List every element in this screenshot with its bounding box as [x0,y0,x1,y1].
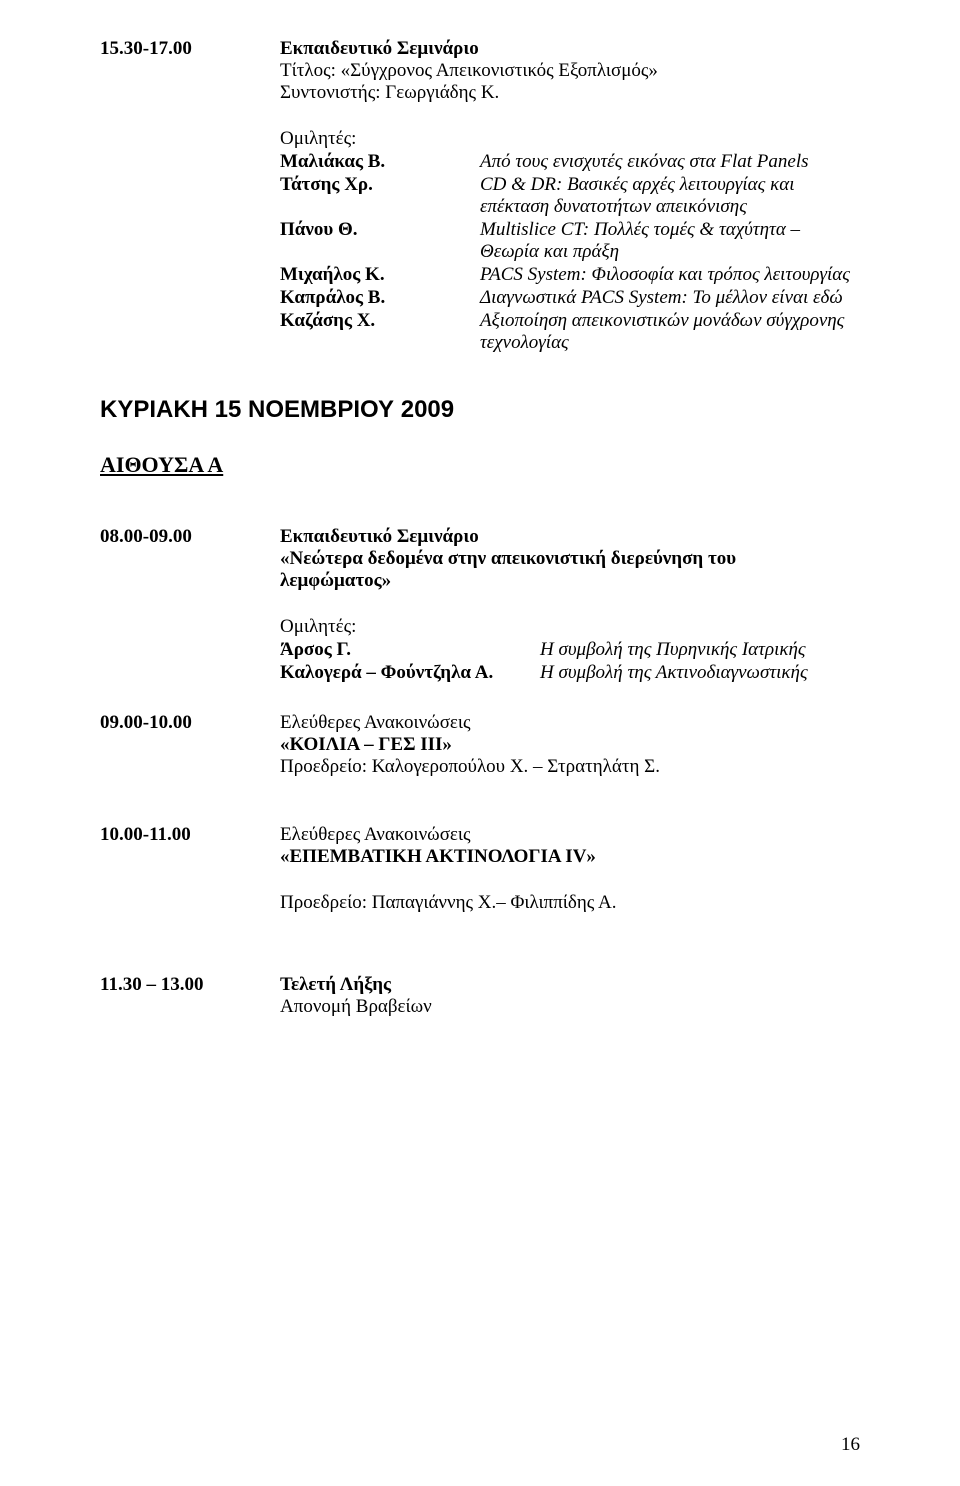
speaker-topic: Από τους ενισχυτές εικόνας στα Flat Pane… [480,151,860,173]
session-subtitle: Απονομή Βραβείων [280,996,860,1018]
speaker-row: Καπράλος Β. Διαγνωστικά PACS System: Το … [280,287,860,309]
speaker-topic: Διαγνωστικά PACS System: Το μέλλον είναι… [480,287,860,309]
session-block: 11.30 – 13.00 Τελετή Λήξης Απονομή Βραβε… [100,974,860,1018]
speakers-label: Ομιλητές: [280,616,860,638]
session-block: 09.00-10.00 Ελεύθερες Ανακοινώσεις «ΚΟΙΛ… [100,712,860,778]
session-type: Εκπαιδευτικό Σεμινάριο [280,38,860,60]
session-content: Ελεύθερες Ανακοινώσεις «ΚΟΙΛΙΑ – ΓΕΣ ΙΙΙ… [280,712,860,778]
speaker-name: Μιχαήλος Κ. [280,264,480,286]
session-title: «ΕΠΕΜΒΑΤΙΚΗ ΑΚΤΙΝΟΛΟΓΙΑ IV» [280,846,860,868]
session-type: Ελεύθερες Ανακοινώσεις [280,824,860,846]
session-time: 11.30 – 13.00 [100,974,280,996]
speaker-name: Πάνου Θ. [280,219,480,241]
session-time: 10.00-11.00 [100,824,280,846]
speaker-row: Πάνου Θ. Multislice CT: Πολλές τομές & τ… [280,219,860,263]
speaker-name: Καζάσης Χ. [280,310,480,332]
speaker-row: Τάτσης Χρ. CD & DR: Βασικές αρχές λειτου… [280,174,860,218]
session-content: Τελετή Λήξης Απονομή Βραβείων [280,974,860,1018]
session-block: 10.00-11.00 Ελεύθερες Ανακοινώσεις «ΕΠΕΜ… [100,824,860,914]
session-block: 15.30-17.00 Εκπαιδευτικό Σεμινάριο Τίτλο… [100,38,860,354]
speaker-row: Μιχαήλος Κ. PACS System: Φιλοσοφία και τ… [280,264,860,286]
speaker-row: Καζάσης Χ. Αξιοποίηση απεικονιστικών μον… [280,310,860,354]
session-block: 08.00-09.00 Εκπαιδευτικό Σεμινάριο «Νεώτ… [100,526,860,684]
session-header-row: 11.30 – 13.00 Τελετή Λήξης Απονομή Βραβε… [100,974,860,1018]
speakers-block: Ομιλητές: Άρσος Γ. Η συμβολή της Πυρηνικ… [280,616,860,684]
speaker-topic: Multislice CT: Πολλές τομές & ταχύτητα –… [480,219,860,263]
session-type: Ελεύθερες Ανακοινώσεις [280,712,860,734]
speakers-label: Ομιλητές: [280,128,860,150]
session-title-line2: λεμφώματος» [280,570,860,592]
session-time: 09.00-10.00 [100,712,280,734]
speakers-block: Ομιλητές: Μαλιάκας Β. Από τους ενισχυτές… [280,128,860,354]
speaker-topic: Η συμβολή της Ακτινοδιαγνωστικής [540,662,860,684]
speaker-row: Καλογερά – Φούντζηλα Α. Η συμβολή της Ακ… [280,662,860,684]
session-chairs: Προεδρείο: Καλογεροπούλου Χ. – Στρατηλάτ… [280,756,860,778]
speaker-row: Μαλιάκας Β. Από τους ενισχυτές εικόνας σ… [280,151,860,173]
speaker-name: Καπράλος Β. [280,287,480,309]
session-header-row: 09.00-10.00 Ελεύθερες Ανακοινώσεις «ΚΟΙΛ… [100,712,860,778]
session-content: Εκπαιδευτικό Σεμινάριο «Νεώτερα δεδομένα… [280,526,860,592]
speaker-topic: Η συμβολή της Πυρηνικής Ιατρικής [540,639,860,661]
speaker-name: Καλογερά – Φούντζηλα Α. [280,662,540,684]
speaker-name: Μαλιάκας Β. [280,151,480,173]
session-title: «ΚΟΙΛΙΑ – ΓΕΣ ΙΙΙ» [280,734,860,756]
session-content: Ελεύθερες Ανακοινώσεις «ΕΠΕΜΒΑΤΙΚΗ ΑΚΤΙΝ… [280,824,860,868]
session-title: Τίτλος: «Σύγχρονος Απεικονιστικός Εξοπλι… [280,60,860,82]
speaker-topic: PACS System: Φιλοσοφία και τρόπος λειτου… [480,264,860,286]
session-header-row: 15.30-17.00 Εκπαιδευτικό Σεμινάριο Τίτλο… [100,38,860,104]
session-coordinator: Συντονιστής: Γεωργιάδης Κ. [280,82,860,104]
hall-heading: ΑΙΘΟΥΣΑ Α [100,452,860,478]
session-type: Εκπαιδευτικό Σεμινάριο [280,526,860,548]
session-time: 08.00-09.00 [100,526,280,548]
speaker-name: Τάτσης Χρ. [280,174,480,196]
session-title-line1: «Νεώτερα δεδομένα στην απεικονιστική διε… [280,548,860,570]
session-content: Εκπαιδευτικό Σεμινάριο Τίτλος: «Σύγχρονο… [280,38,860,104]
page-number: 16 [841,1434,860,1456]
speaker-topic: Αξιοποίηση απεικονιστικών μονάδων σύγχρο… [480,310,860,354]
session-header-row: 08.00-09.00 Εκπαιδευτικό Σεμινάριο «Νεώτ… [100,526,860,592]
speaker-name: Άρσος Γ. [280,639,540,661]
speaker-topic: CD & DR: Βασικές αρχές λειτουργίας και ε… [480,174,860,218]
session-title: Τελετή Λήξης [280,974,860,996]
day-heading: ΚΥΡΙΑΚΗ 15 ΝΟΕΜΒΡΙΟΥ 2009 [100,396,860,424]
session-chairs: Προεδρείο: Παπαγιάννης Χ.– Φιλιππίδης Α. [280,892,860,914]
session-time: 15.30-17.00 [100,38,280,60]
speaker-row: Άρσος Γ. Η συμβολή της Πυρηνικής Ιατρική… [280,639,860,661]
session-header-row: 10.00-11.00 Ελεύθερες Ανακοινώσεις «ΕΠΕΜ… [100,824,860,868]
